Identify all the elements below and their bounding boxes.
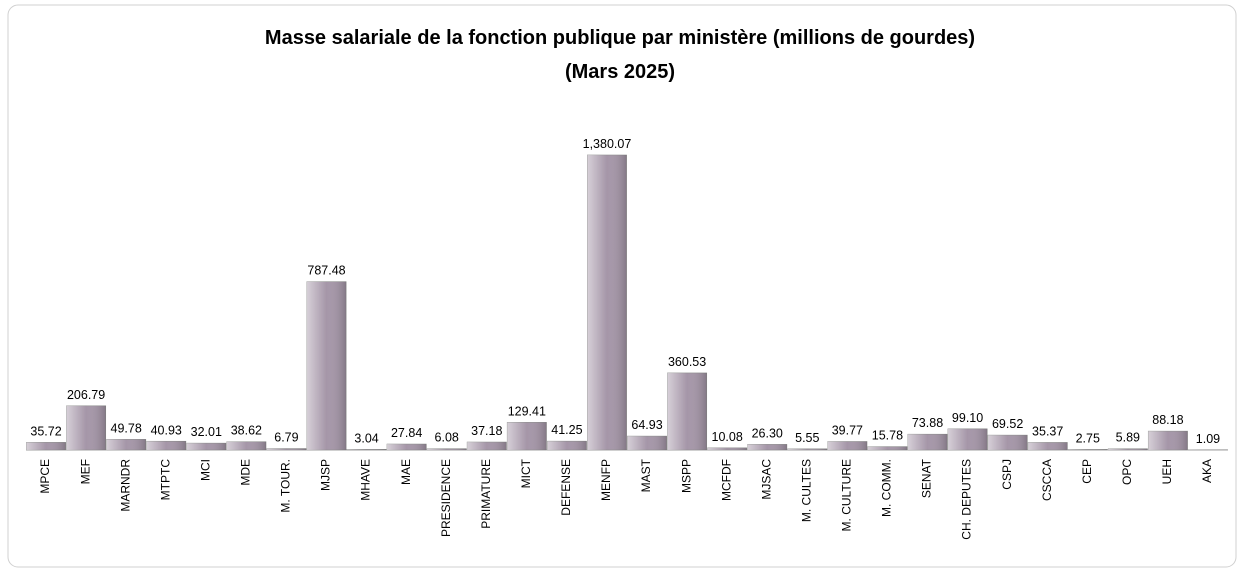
bar-shade bbox=[788, 449, 827, 450]
value-label: 5.89 bbox=[1116, 431, 1140, 445]
value-label: 73.88 bbox=[912, 416, 943, 430]
x-tick-label: MTPTC bbox=[158, 459, 172, 501]
x-tick-label: CH. DEPUTES bbox=[960, 459, 974, 540]
x-tick-label: MJSAC bbox=[759, 459, 773, 500]
x-tick-label: MEF bbox=[78, 459, 92, 484]
value-label: 32.01 bbox=[191, 425, 222, 439]
x-tick-label: SENAT bbox=[920, 458, 934, 498]
bar-shade bbox=[868, 447, 907, 450]
value-label: 206.79 bbox=[67, 388, 105, 402]
x-tick-label: MHAVE bbox=[359, 459, 373, 501]
bar-shade bbox=[988, 435, 1027, 450]
bar-shade bbox=[1028, 442, 1067, 450]
x-tick-label: OPC bbox=[1120, 459, 1134, 485]
bar-shade bbox=[427, 449, 466, 450]
bar-shade bbox=[347, 449, 386, 450]
value-label: 49.78 bbox=[111, 421, 142, 435]
bar-shade bbox=[748, 444, 787, 450]
value-label: 1,380.07 bbox=[583, 137, 632, 151]
x-tick-label: DEFENSE bbox=[559, 459, 573, 516]
value-label: 35.37 bbox=[1032, 424, 1063, 438]
bar-shade bbox=[387, 444, 426, 450]
value-label: 15.78 bbox=[872, 429, 903, 443]
value-label: 10.08 bbox=[712, 430, 743, 444]
x-tick-label: MPCE bbox=[38, 459, 52, 494]
bar-shade bbox=[147, 441, 186, 450]
bar-shade bbox=[627, 436, 666, 450]
x-tick-label: M. CULTES bbox=[799, 459, 813, 522]
x-tick-label: MDE bbox=[239, 459, 253, 486]
value-label: 35.72 bbox=[30, 424, 61, 438]
bar-shade bbox=[1068, 449, 1107, 450]
bar-shade bbox=[828, 441, 867, 450]
x-tick-label: MENFP bbox=[599, 459, 613, 501]
bar-shade bbox=[948, 429, 987, 450]
value-label: 6.08 bbox=[435, 431, 459, 445]
x-tick-label: MAE bbox=[399, 459, 413, 485]
value-label: 40.93 bbox=[151, 423, 182, 437]
value-label: 360.53 bbox=[668, 355, 706, 369]
value-label: 787.48 bbox=[307, 264, 345, 278]
value-label: 6.79 bbox=[274, 431, 298, 445]
x-tick-label: M. TOUR. bbox=[279, 459, 293, 513]
x-tick-label: MCI bbox=[198, 459, 212, 481]
x-tick-label: MARNDR bbox=[118, 459, 132, 512]
value-label: 37.18 bbox=[471, 424, 502, 438]
bar-shade bbox=[227, 442, 266, 450]
page: {"chart_data": {"type": "bar", "title": … bbox=[0, 0, 1243, 573]
value-label: 129.41 bbox=[508, 404, 546, 418]
x-tick-label: M. COMM. bbox=[880, 459, 894, 517]
bar-shade bbox=[1148, 431, 1187, 450]
x-tick-label: CSPJ bbox=[1000, 459, 1014, 490]
bar-shade bbox=[307, 282, 346, 450]
value-label: 1.09 bbox=[1196, 432, 1220, 446]
value-label: 3.04 bbox=[354, 431, 378, 445]
value-label: 38.62 bbox=[231, 424, 262, 438]
bar-shade bbox=[66, 406, 105, 450]
value-label: 27.84 bbox=[391, 426, 422, 440]
x-tick-label: PRESIDENCE bbox=[439, 459, 453, 537]
x-tick-label: MCFDF bbox=[719, 459, 733, 501]
x-tick-label: CEP bbox=[1080, 459, 1094, 484]
x-tick-label: AKA bbox=[1200, 459, 1214, 483]
x-tick-label: MSPP bbox=[679, 459, 693, 493]
value-label: 2.75 bbox=[1076, 431, 1100, 445]
bar-shade bbox=[1108, 449, 1147, 450]
bar-shade bbox=[507, 422, 546, 450]
x-tick-label: UEH bbox=[1160, 459, 1174, 484]
chart-title: Masse salariale de la fonction publique … bbox=[265, 27, 975, 49]
x-tick-label: MAST bbox=[639, 458, 653, 492]
bar-shade bbox=[26, 442, 65, 450]
chart: Masse salariale de la fonction publique … bbox=[0, 0, 1243, 573]
value-label: 41.25 bbox=[551, 423, 582, 437]
value-label: 26.30 bbox=[752, 426, 783, 440]
bar-shade bbox=[547, 441, 586, 450]
value-label: 69.52 bbox=[992, 417, 1023, 431]
x-tick-label: CSCCA bbox=[1040, 459, 1054, 501]
bar-shade bbox=[187, 443, 226, 450]
value-label: 88.18 bbox=[1152, 413, 1183, 427]
value-label: 39.77 bbox=[832, 423, 863, 437]
value-label: 5.55 bbox=[795, 431, 819, 445]
bar-shade bbox=[667, 373, 706, 450]
value-label: 64.93 bbox=[631, 418, 662, 432]
bar-shade bbox=[587, 155, 626, 450]
bar-shade bbox=[908, 434, 947, 450]
x-tick-label: MICT bbox=[519, 458, 533, 488]
chart-subtitle: (Mars 2025) bbox=[565, 61, 675, 83]
bar-shade bbox=[267, 449, 306, 450]
x-tick-label: PRIMATURE bbox=[479, 459, 493, 529]
bar-shade bbox=[467, 442, 506, 450]
x-tick-label: MJSP bbox=[319, 459, 333, 491]
x-tick-label: M. CULTURE bbox=[840, 459, 854, 531]
bar-shade bbox=[107, 439, 146, 450]
bar-shade bbox=[708, 448, 747, 450]
value-label: 99.10 bbox=[952, 411, 983, 425]
